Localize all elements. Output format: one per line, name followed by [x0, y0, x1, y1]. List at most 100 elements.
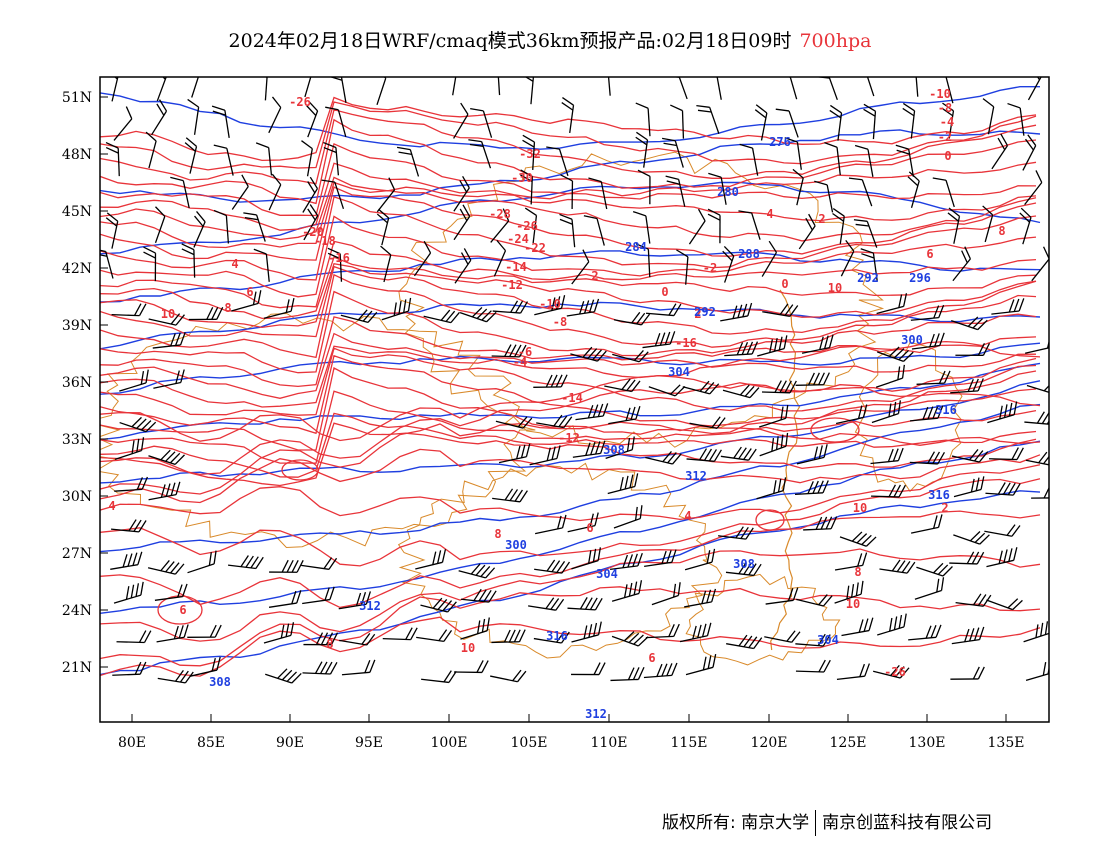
wind-barb [423, 309, 461, 324]
footer-divider [815, 810, 817, 836]
wind-barb [302, 661, 338, 675]
temperature-isotherm [100, 162, 1037, 231]
wind-barb [340, 309, 378, 324]
wind-barb [560, 174, 574, 209]
temperature-label: 2 [941, 501, 948, 515]
wind-barb [932, 177, 955, 208]
lon-label: 85E [197, 735, 225, 751]
wind-barb [608, 405, 641, 425]
wind-barb [460, 588, 497, 603]
wind-barb [453, 102, 469, 139]
temperature-isotherm [100, 101, 1037, 171]
wind-barb [191, 77, 201, 98]
wind-barb [761, 380, 797, 394]
wind-barb [611, 631, 649, 647]
wind-barb [112, 661, 147, 676]
wind-barb [798, 213, 816, 250]
lat-label: 39N [62, 318, 92, 334]
wind-barb [528, 597, 565, 611]
temperature-isotherm [100, 181, 1037, 249]
wind-barb [909, 405, 944, 422]
wind-barb [151, 99, 168, 136]
wind-barb [561, 97, 575, 133]
temperature-label: -14 [561, 391, 583, 405]
height-label: 308 [209, 675, 231, 689]
coastline [770, 289, 801, 651]
country-boundary [398, 151, 885, 448]
wind-barb [306, 100, 319, 138]
wind-barb [853, 219, 878, 248]
wind-barb [872, 664, 910, 679]
footer-company: 南京创蓝科技有限公司 [822, 813, 993, 833]
wind-barb [1023, 621, 1049, 643]
wind-barb [814, 180, 834, 213]
wind-barb [243, 212, 266, 242]
wind-barb [945, 77, 954, 104]
wind-barb [572, 440, 606, 458]
wind-barb [795, 633, 831, 647]
temperature-isotherm [100, 273, 1037, 359]
temperature-label: 2 [591, 269, 598, 283]
temperature-label: 10 [828, 281, 842, 295]
wind-barb [187, 98, 200, 135]
wind-barb [396, 146, 420, 177]
temperature-isotherm [100, 422, 1037, 487]
wind-barb [982, 98, 995, 135]
wind-barb [795, 659, 831, 673]
height-label: 312 [359, 599, 381, 613]
height-label: 292 [694, 305, 716, 319]
wind-barb [381, 297, 412, 321]
title-level: 700hpa [799, 30, 872, 52]
wind-barb [459, 307, 497, 323]
wind-barb [1019, 207, 1032, 245]
wind-barb [796, 594, 833, 607]
wind-barb [1007, 102, 1025, 136]
wind-barb [181, 243, 196, 278]
wind-barb [110, 551, 143, 570]
temperature-label: 8 [494, 527, 501, 541]
wind-barb [571, 621, 602, 643]
wind-barb [113, 581, 144, 604]
wind-barb [645, 623, 680, 639]
temperature-isotherm [100, 390, 1037, 464]
lat-label: 45N [62, 204, 92, 220]
wind-barb [493, 239, 507, 277]
wind-barb [724, 341, 759, 357]
wind-barb [801, 334, 834, 354]
geopotential-isoline [100, 380, 1041, 484]
wind-barb [156, 624, 189, 643]
temperature-label: 2 [818, 212, 825, 226]
wind-barb [188, 306, 224, 321]
wind-barb [834, 552, 868, 571]
wind-barb [189, 656, 221, 677]
wind-barb [268, 590, 302, 608]
wind-barb [764, 630, 801, 643]
wind-barb [684, 588, 717, 608]
wind-barb [613, 311, 651, 326]
wind-barb [380, 245, 392, 283]
wind-barb [460, 617, 490, 640]
wind-barb [950, 378, 984, 394]
wind-barb [632, 210, 651, 244]
temperature-isotherm [100, 316, 1037, 388]
wind-barb [567, 512, 599, 533]
province-boundary [397, 462, 723, 659]
wind-barb [876, 293, 908, 315]
temperature-label: 6 [586, 521, 593, 535]
geopotential-isoline [100, 301, 1041, 350]
lon-label: 80E [118, 735, 146, 751]
wind-barb [635, 131, 649, 168]
temperature-label: 6 [179, 603, 186, 617]
temperature-labels: -26-32-30-28-26-24-22-20-18-16-14-12-10-… [108, 87, 1005, 679]
wind-barb [607, 473, 639, 495]
wind-barb [546, 146, 569, 177]
wind-barb [213, 209, 230, 244]
wind-barb [792, 168, 804, 206]
wind-barb [114, 476, 149, 492]
wind-barb [376, 208, 390, 246]
wind-barb [453, 175, 470, 212]
wind-barb [301, 140, 313, 177]
island-boundary [685, 573, 841, 666]
